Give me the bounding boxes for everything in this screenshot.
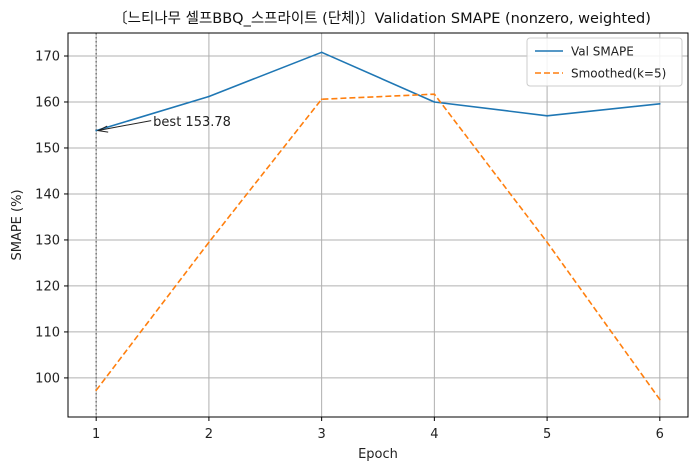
x-axis-label: Epoch: [358, 447, 398, 462]
plot-frame: [67, 32, 689, 418]
annotation-layer: best 153.78: [96, 115, 231, 133]
y-tick-label: 100: [35, 371, 60, 386]
y-tick-label: 160: [35, 95, 60, 110]
series-point-0: [659, 103, 661, 105]
legend: Val SMAPE Smoothed(k=5): [526, 37, 683, 87]
legend-label-1: Smoothed(k=5): [571, 67, 666, 81]
series-layer: [95, 51, 661, 401]
x-tick-label: 1: [92, 427, 100, 442]
y-tick-label: 120: [35, 279, 60, 294]
x-tick-label: 5: [543, 427, 551, 442]
x-tick-label: 4: [430, 427, 438, 442]
x-tick-label: 3: [317, 427, 325, 442]
legend-label-0: Val SMAPE: [571, 45, 634, 59]
series-line-1: [95, 93, 661, 400]
series-point-1: [659, 398, 661, 401]
annotation-arrow-head: [96, 125, 109, 133]
legend-box: [526, 37, 683, 87]
series-point-0: [546, 114, 548, 117]
grid: [68, 33, 688, 417]
y-tick-label: 150: [35, 141, 60, 156]
series-point-1: [433, 93, 436, 95]
y-axis-label: SMAPE (%): [10, 189, 25, 260]
series-point-1: [546, 241, 548, 244]
y-tick-label: 130: [35, 233, 60, 248]
x-tick-label: 2: [205, 427, 213, 442]
series-point-1: [208, 241, 210, 244]
chart-title: 〔느티나무 셀프BBQ_스프라이트 (단체)〕Validation SMAPE …: [113, 10, 651, 27]
ticks-layer: 1 2 3 4 5 6 100 110 120 130 140 150 160 170: [35, 49, 664, 442]
annotation-arrow-line: [100, 120, 152, 131]
y-tick-label: 170: [35, 49, 60, 64]
series-point-1: [320, 98, 323, 101]
series-point-0: [95, 129, 97, 132]
annotation-label: best 153.78: [153, 115, 231, 130]
series-point-0: [433, 101, 436, 103]
y-tick-label: 140: [35, 187, 60, 202]
y-tick-label: 110: [35, 325, 60, 340]
series-point-0: [208, 95, 210, 98]
series-point-1: [95, 389, 97, 392]
series-line-0: [95, 51, 660, 132]
x-tick-label: 6: [656, 427, 664, 442]
series-point-0: [320, 51, 323, 54]
